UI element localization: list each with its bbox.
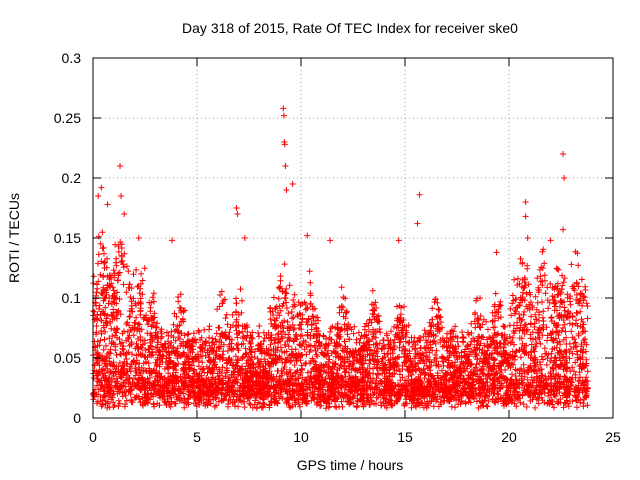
- roti-outlier-point: [283, 187, 290, 193]
- roti-outlier-point: [522, 199, 529, 205]
- roti-outlier-point: [493, 249, 500, 256]
- x-tick-label: 0: [89, 429, 97, 445]
- roti-outlier-point: [104, 201, 111, 208]
- x-tick-label: 15: [397, 429, 413, 445]
- roti-outlier-point: [234, 211, 241, 217]
- x-tick-labels: 0 5 10 15 20 25: [89, 429, 621, 445]
- roti-outlier-point: [95, 193, 102, 199]
- roti-outlier-point: [280, 105, 287, 112]
- roti-outlier-point: [568, 261, 575, 268]
- roti-outlier-point: [416, 191, 423, 198]
- roti-outlier-point: [561, 175, 568, 181]
- x-axis-label: GPS time / hours: [297, 457, 404, 473]
- roti-outlier-point: [395, 237, 402, 244]
- roti-outlier-point: [282, 163, 289, 169]
- roti-outlier-point: [304, 232, 311, 239]
- x-tick-label: 25: [605, 429, 621, 445]
- x-tick-label: 20: [501, 429, 517, 445]
- roti-outlier-point: [135, 235, 142, 241]
- axis-ticks: [92, 57, 614, 419]
- roti-outlier-point: [327, 237, 334, 244]
- roti-outlier-point: [560, 226, 567, 233]
- y-tick-label: 0.15: [54, 230, 81, 246]
- roti-outlier-point: [169, 237, 176, 244]
- chart-title: Day 318 of 2015, Rate Of TEC Index for r…: [182, 20, 518, 36]
- roti-point-cloud: [90, 229, 591, 412]
- roti-outlier-point: [280, 112, 287, 119]
- roti-outlier-point: [289, 181, 296, 187]
- roti-outlier-point: [524, 235, 531, 241]
- y-tick-label: 0.2: [62, 170, 82, 186]
- roti-outlier-point: [121, 211, 128, 217]
- roti-outlier-point: [547, 237, 554, 244]
- roti-outlier-point: [117, 163, 124, 169]
- roti-outlier-point: [414, 220, 421, 227]
- roti-outlier-point: [560, 151, 567, 157]
- y-axis-label: ROTI / TECUs: [6, 193, 22, 283]
- roti-outlier-point: [522, 213, 529, 220]
- data-points: [90, 105, 591, 412]
- x-tick-label: 5: [193, 429, 201, 445]
- y-tick-label: 0.1: [62, 290, 82, 306]
- y-tick-label: 0.25: [54, 110, 81, 126]
- y-tick-label: 0.05: [54, 350, 81, 366]
- roti-outlier-point: [281, 141, 288, 148]
- y-tick-label: 0: [73, 410, 81, 426]
- y-tick-label: 0.3: [62, 50, 82, 66]
- roti-outlier-point: [241, 235, 248, 241]
- roti-outlier-point: [233, 205, 240, 211]
- roti-outlier-point: [118, 193, 125, 199]
- x-tick-label: 10: [293, 429, 309, 445]
- roti-outlier-point: [98, 184, 105, 191]
- y-tick-labels: 0 0.05 0.1 0.15 0.2 0.25 0.3: [54, 50, 81, 426]
